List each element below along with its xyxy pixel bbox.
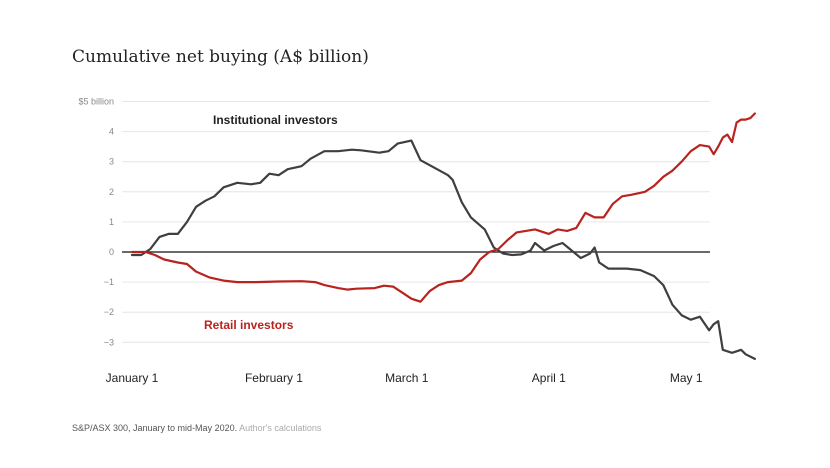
x-tick-label: January 1 [106,371,159,385]
institutional-investors-line [130,139,757,360]
x-tick-label: April 1 [532,371,566,385]
institutional-investors-label: Institutional investors [213,113,338,127]
y-tick-label: 1 [109,217,114,227]
x-tick-label: March 1 [385,371,429,385]
y-tick-label: 4 [109,127,114,137]
source-note: S&P/ASX 300, January to mid-May 2020. Au… [72,423,321,433]
source-text: S&P/ASX 300, January to mid-May 2020. [72,423,238,433]
y-tick-label: 3 [109,157,114,167]
retail-investors-line [130,112,757,303]
x-tick-label: February 1 [245,371,303,385]
chart-title: Cumulative net buying (A$ billion) [72,47,369,67]
gridlines [122,101,710,343]
y-tick-label: 2 [109,187,114,197]
y-tick-label: $5 billion [78,97,114,107]
y-tick-label: −2 [104,307,114,317]
y-tick-label: 0 [109,247,114,257]
author-note: Author's calculations [239,423,322,433]
series-lines [130,112,757,360]
y-axis-ticks: $5 billion 4 3 2 1 0 −1 −2 −3 [78,97,114,348]
x-tick-label: May 1 [670,371,703,385]
y-tick-label: −1 [104,277,114,287]
y-tick-label: −3 [104,337,114,347]
x-axis-ticks: January 1 February 1 March 1 April 1 May 1 [106,371,703,385]
retail-investors-label: Retail investors [204,318,294,332]
